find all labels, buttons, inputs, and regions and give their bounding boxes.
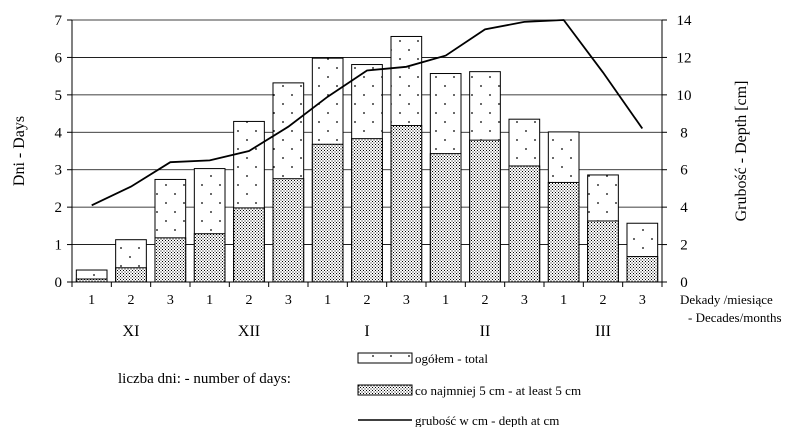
right-tick-label: 12 — [677, 50, 692, 66]
depth-line-series — [91, 19, 644, 207]
decade-label: 2 — [246, 293, 253, 308]
month-label: I — [364, 323, 369, 340]
bar-at-least-5cm — [469, 139, 501, 283]
left-tick-label: 2 — [55, 200, 63, 216]
bar-at-least-5cm — [233, 207, 265, 283]
right-tick-label: 8 — [680, 125, 688, 141]
decade-label: 3 — [521, 293, 528, 308]
bar-at-least-5cm — [429, 153, 462, 283]
left-tick-label: 1 — [55, 238, 63, 254]
bar-at-least-5cm — [154, 237, 187, 283]
legend-swatch-total — [357, 352, 413, 364]
bar-at-least-5cm — [587, 220, 619, 283]
bars-at-least-5cm-series — [75, 125, 659, 283]
decade-label: 3 — [285, 293, 292, 308]
axes — [67, 19, 667, 287]
decade-label: 1 — [206, 293, 213, 308]
y-right-axis-title: Grubość - Depth [cm] — [733, 81, 750, 222]
left-tick-label: 4 — [55, 125, 63, 141]
decade-label: 1 — [324, 293, 331, 308]
right-tick-label: 10 — [677, 88, 692, 104]
decade-label: 3 — [639, 293, 646, 308]
right-tick-label: 14 — [677, 13, 693, 29]
x-axis-decade-labels: 1 2 3 1 2 3 1 2 3 1 2 3 1 2 3 — [88, 293, 646, 308]
x-axis-month-labels: XI XII I II III — [123, 323, 611, 340]
left-tick-label: 3 — [55, 163, 63, 179]
legend-label-at-least-5cm: co najmniej 5 cm - at least 5 cm — [415, 383, 581, 398]
decade-label: 1 — [560, 293, 567, 308]
left-axis-tick-labels: 0 1 2 3 4 5 6 7 — [55, 13, 63, 291]
bar-at-least-5cm — [547, 181, 580, 283]
legend-caption: liczba dni: - number of days: — [118, 371, 291, 387]
month-label: XII — [238, 323, 260, 340]
legend-swatch-at-least-5cm — [357, 384, 413, 396]
month-label: III — [595, 323, 611, 340]
left-tick-label: 6 — [55, 50, 63, 66]
month-label: XI — [123, 323, 140, 340]
left-tick-label: 7 — [55, 13, 63, 29]
left-tick-label: 0 — [55, 275, 63, 291]
decade-label: 2 — [482, 293, 489, 308]
legend: ogółem - total co najmniej 5 cm - at lea… — [357, 351, 581, 427]
right-tick-label: 2 — [680, 238, 688, 254]
x-axis-title-line-1: Dekady /miesiące — [680, 292, 773, 307]
decade-label: 1 — [88, 293, 95, 308]
right-tick-label: 0 — [680, 275, 688, 291]
bar-at-least-5cm — [272, 178, 305, 283]
legend-label-depth: grubość w cm - depth at cm — [415, 413, 559, 427]
decade-label: 2 — [128, 293, 135, 308]
decade-label: 3 — [167, 293, 174, 308]
decade-label: 2 — [600, 293, 607, 308]
bar-at-least-5cm — [115, 267, 147, 283]
month-label: II — [480, 323, 491, 340]
x-axis-title-line-2: - Decades/months — [688, 310, 782, 325]
right-axis-tick-labels: 0 2 4 6 8 10 12 14 — [677, 13, 693, 291]
bar-at-least-5cm — [311, 143, 344, 283]
decade-label: 1 — [442, 293, 449, 308]
decade-label: 2 — [364, 293, 371, 308]
depth-line — [91, 19, 644, 207]
y-left-axis-title: Dni - Days — [11, 116, 28, 186]
left-tick-label: 5 — [55, 88, 63, 104]
bar-at-least-5cm — [390, 125, 423, 283]
bar-at-least-5cm — [193, 233, 226, 283]
bar-at-least-5cm — [351, 138, 383, 283]
legend-label-total: ogółem - total — [415, 351, 488, 366]
bar-at-least-5cm — [626, 256, 659, 283]
right-tick-label: 4 — [680, 200, 688, 216]
bar-at-least-5cm — [508, 165, 541, 283]
decade-label: 3 — [403, 293, 410, 308]
right-tick-label: 6 — [680, 163, 688, 179]
